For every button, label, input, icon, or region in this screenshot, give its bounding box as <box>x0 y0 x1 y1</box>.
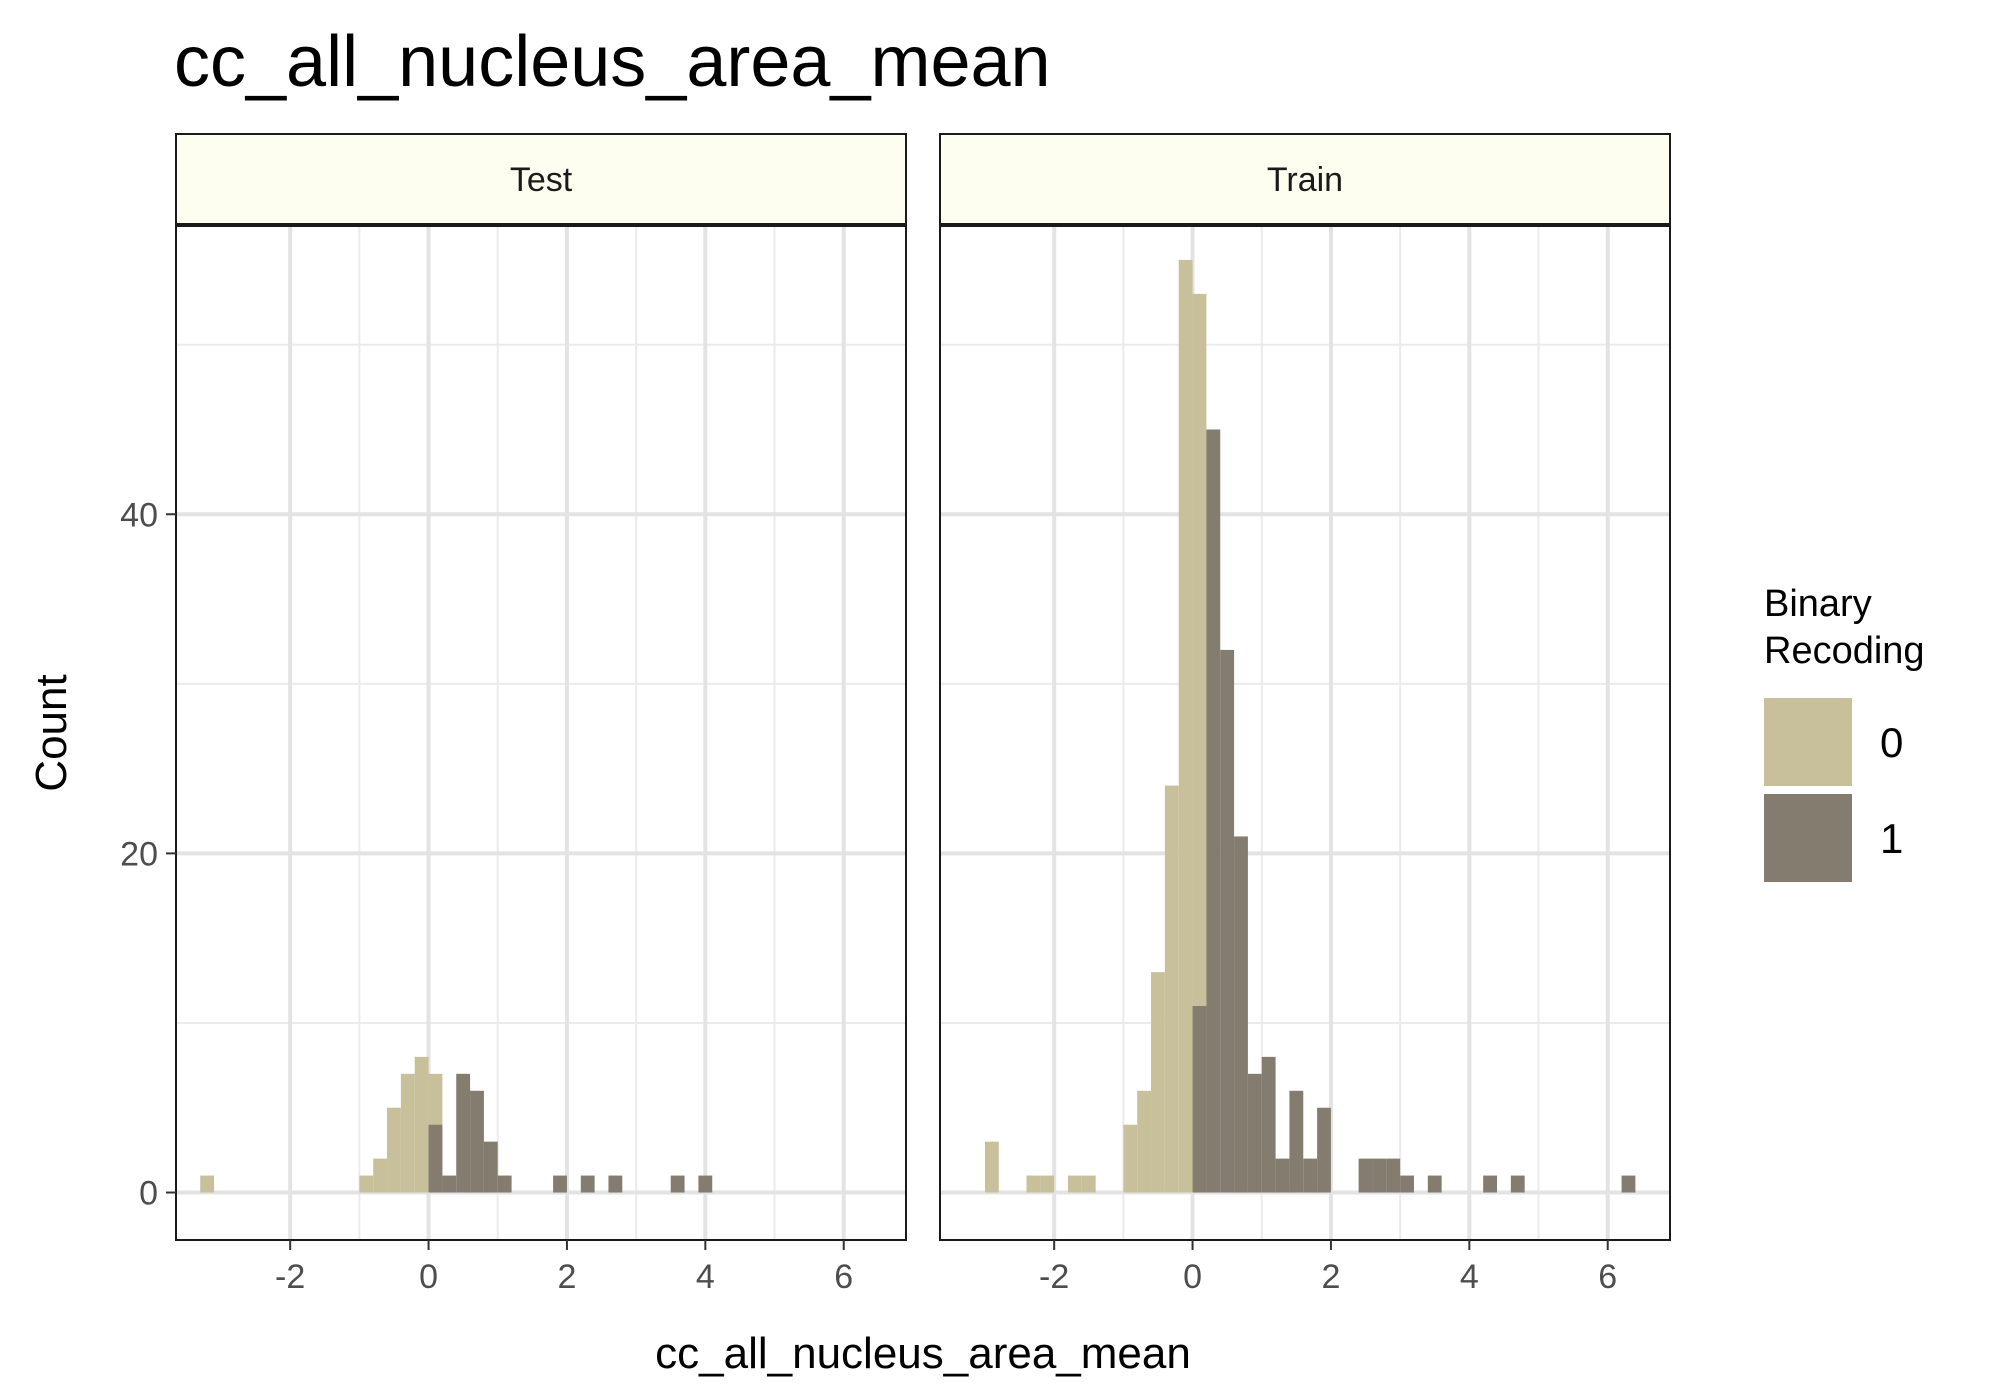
histogram-bar-train-0 <box>1137 1090 1152 1193</box>
x-tick-label: 2 <box>557 1258 576 1296</box>
histogram-bar-train-1 <box>1234 836 1248 1193</box>
chart-title: cc_all_nucleus_area_mean <box>174 22 1051 102</box>
histogram-bar-test-1 <box>553 1175 567 1193</box>
histogram-bar-test-0 <box>400 1073 415 1193</box>
panel-test-background <box>176 226 906 1240</box>
histogram-bar-train-1 <box>1247 1073 1262 1193</box>
x-tick-label: -2 <box>275 1258 305 1296</box>
histogram-bar-train-1 <box>1427 1175 1442 1193</box>
panel-train-x-axis: -2 0 2 4 6 <box>1039 1240 1617 1296</box>
histogram-bar-train-0 <box>1068 1175 1082 1193</box>
x-tick-label: 4 <box>1460 1258 1479 1296</box>
legend-title-line-1: Binary <box>1764 583 1872 625</box>
histogram-bar-test-1 <box>456 1073 471 1193</box>
histogram-bar-test-1 <box>497 1175 512 1193</box>
x-tick-label: 6 <box>1598 1258 1617 1296</box>
histogram-bar-train-1 <box>1303 1158 1318 1193</box>
panel-train-border <box>939 225 1671 1241</box>
panel-test-border <box>175 225 907 1241</box>
histogram-bar-test-1 <box>428 1124 443 1193</box>
histogram-bar-test-1 <box>470 1090 484 1193</box>
histogram-bar-train-1 <box>1220 649 1235 1193</box>
histogram-bar-train-1 <box>1372 1158 1387 1193</box>
legend-title-line-2: Recoding <box>1764 630 1925 672</box>
panel-test: Test -2 0 2 4 6 <box>175 133 907 1296</box>
histogram-bar-train-0 <box>1164 785 1179 1193</box>
histogram-bar-test-1 <box>698 1175 713 1193</box>
histogram-bar-train-1 <box>1621 1175 1636 1193</box>
histogram-bar-train-0 <box>1123 1124 1138 1193</box>
y-axis: 0 20 40 <box>120 496 176 1213</box>
legend-label-1: 1 <box>1880 815 1903 862</box>
histogram-bar-train-0 <box>1040 1175 1055 1193</box>
histogram-bar-test-1 <box>670 1175 685 1193</box>
histogram-bar-train-1 <box>1510 1175 1525 1193</box>
histogram-bar-test-0 <box>200 1175 215 1193</box>
panel-train-bars <box>984 259 1636 1193</box>
y-axis-title: Count <box>27 674 76 791</box>
x-tick-label: -2 <box>1039 1258 1069 1296</box>
histogram-bar-train-1 <box>1400 1175 1414 1193</box>
histogram-bar-test-0 <box>359 1175 374 1193</box>
histogram-bar-train-1 <box>1206 429 1221 1193</box>
panel-train: Train -2 0 2 4 6 <box>939 133 1671 1296</box>
histogram-bar-train-1 <box>1289 1090 1304 1193</box>
histogram-bar-test-0 <box>414 1056 429 1193</box>
histogram-bar-train-0 <box>1178 259 1193 1193</box>
histogram-bar-test-1 <box>608 1175 623 1193</box>
histogram-bar-train-0 <box>1151 972 1165 1193</box>
y-tick-label: 40 <box>120 496 158 534</box>
histogram-bar-train-1 <box>1483 1175 1498 1193</box>
histogram-bar-test-1 <box>483 1141 498 1193</box>
y-tick-label: 0 <box>139 1175 158 1213</box>
histogram-bar-train-0 <box>1192 293 1207 1193</box>
strip-train-label: Train <box>1267 161 1343 199</box>
histogram-bar-train-1 <box>1275 1158 1290 1193</box>
legend-key-0 <box>1764 698 1852 786</box>
x-tick-label: 4 <box>696 1258 715 1296</box>
panel-test-bars <box>200 1056 713 1193</box>
panel-test-x-axis: -2 0 2 4 6 <box>275 1240 853 1296</box>
legend: Binary Recoding 0 1 <box>1764 583 1925 882</box>
histogram-bar-test-0 <box>373 1158 388 1193</box>
histogram-bar-train-0 <box>1026 1175 1041 1193</box>
x-tick-label: 6 <box>834 1258 853 1296</box>
histogram-bar-train-1 <box>1317 1107 1331 1193</box>
panel-test-grid <box>176 226 906 1240</box>
x-axis-title: cc_all_nucleus_area_mean <box>655 1329 1191 1378</box>
y-tick-label: 20 <box>120 835 158 873</box>
histogram-bar-test-1 <box>442 1175 457 1193</box>
histogram-bar-test-0 <box>387 1107 401 1193</box>
histogram-bar-test-1 <box>580 1175 595 1193</box>
histogram-bar-train-1 <box>1192 1006 1207 1193</box>
strip-train <box>939 133 1671 225</box>
histogram-bar-train-1 <box>1261 1056 1276 1193</box>
strip-test-label: Test <box>510 161 573 199</box>
histogram-bar-train-1 <box>1386 1158 1401 1193</box>
x-tick-label: 2 <box>1321 1258 1340 1296</box>
legend-label-0: 0 <box>1880 719 1903 766</box>
histogram-bar-train-0 <box>984 1141 999 1193</box>
x-tick-label: 0 <box>419 1258 438 1296</box>
strip-test <box>175 133 907 225</box>
x-tick-label: 0 <box>1183 1258 1202 1296</box>
histogram-bar-train-1 <box>1358 1158 1373 1193</box>
legend-key-1 <box>1764 794 1852 882</box>
panel-train-background <box>940 226 1670 1240</box>
histogram-bar-train-0 <box>1081 1175 1096 1193</box>
